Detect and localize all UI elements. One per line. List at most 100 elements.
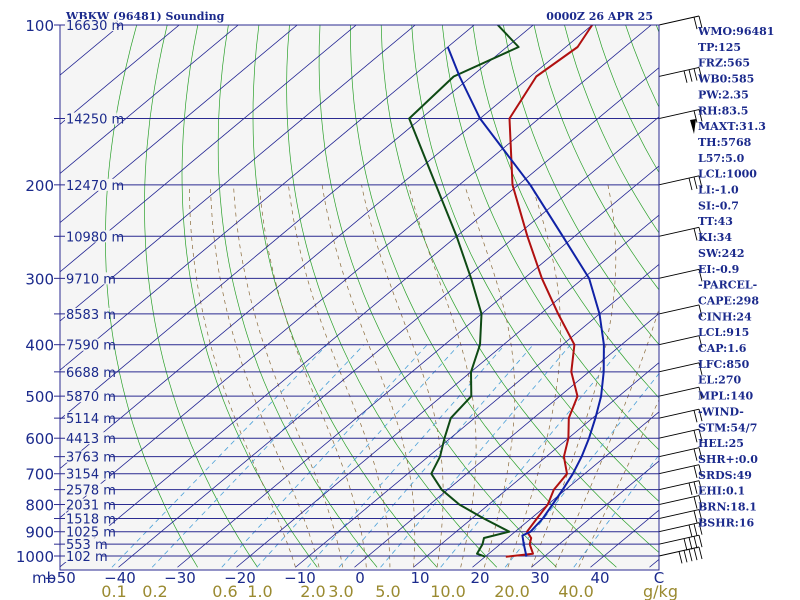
index-item: SW:242 bbox=[698, 247, 745, 260]
temperature-tick-label: 0 bbox=[355, 569, 365, 587]
moist-adiabat bbox=[464, 184, 516, 568]
pressure-tick-label: 300 bbox=[25, 270, 54, 288]
pressure-tick-label: 100 bbox=[25, 17, 54, 35]
wind-barb-feather bbox=[698, 227, 703, 240]
temperature-tick-label: 10 bbox=[410, 569, 429, 587]
mixing-ratio-label: 2.0 bbox=[300, 582, 325, 600]
mixing-ratio-label: 1.0 bbox=[247, 582, 272, 600]
height-label-bg bbox=[65, 365, 110, 378]
dry-adiabat bbox=[411, 25, 659, 502]
wind-barb-feather bbox=[693, 16, 698, 30]
height-label-bg bbox=[65, 390, 110, 403]
pressure-tick-labels: 100 200 300 400 500 600 700 800 900 1000 bbox=[16, 17, 54, 566]
parcel-trace bbox=[446, 46, 605, 557]
index-item: BRN:18.1 bbox=[698, 501, 757, 514]
isotherm bbox=[60, 25, 475, 371]
sounding-traces bbox=[408, 25, 605, 558]
wind-barb-feather bbox=[688, 524, 693, 538]
wind-barb-feather bbox=[698, 269, 703, 282]
pressure-tick-label: 500 bbox=[25, 388, 54, 406]
height-label: 9710 m bbox=[66, 272, 116, 287]
wind-barb-feather bbox=[693, 410, 698, 423]
wind-barb-feather bbox=[698, 387, 703, 400]
dry-adiabat bbox=[778, 25, 800, 567]
wind-barbs bbox=[658, 15, 703, 564]
index-item: CAPE:298 bbox=[698, 294, 759, 307]
isotherm bbox=[236, 214, 659, 568]
pressure-tick-label: 600 bbox=[25, 430, 54, 448]
wind-barb-feather bbox=[693, 523, 698, 536]
isotherm bbox=[354, 312, 659, 568]
height-label-bg bbox=[65, 525, 110, 538]
isotherm bbox=[60, 25, 534, 420]
mixing-ratio-line bbox=[380, 344, 571, 568]
height-label: 102 m bbox=[66, 550, 108, 565]
isotherm bbox=[118, 116, 659, 568]
mixing-ratio-label: 10.0 bbox=[430, 582, 466, 600]
height-label-bg bbox=[65, 19, 117, 31]
wind-barb-feather bbox=[688, 69, 693, 82]
mixing-ratio-label: 20.0 bbox=[494, 582, 530, 600]
wind-barb-feather bbox=[693, 465, 698, 478]
index-item: EHI:0.1 bbox=[698, 485, 745, 498]
index-item: WB0:585 bbox=[697, 73, 754, 86]
height-label-bg bbox=[65, 467, 110, 480]
wind-barb-feather bbox=[698, 175, 703, 188]
moist-adiabat bbox=[554, 307, 659, 568]
wind-barb-feather bbox=[688, 177, 693, 191]
moist-adiabat bbox=[361, 184, 444, 568]
isotherm bbox=[413, 362, 659, 568]
wind-barb-shaft bbox=[658, 464, 700, 475]
height-label: 4413 m bbox=[66, 432, 116, 447]
isotherm bbox=[472, 411, 659, 568]
height-label: 5114 m bbox=[66, 412, 116, 427]
index-item: LFC:850 bbox=[698, 358, 750, 371]
wind-barb-feather bbox=[683, 70, 688, 83]
height-label-bg bbox=[65, 450, 110, 463]
index-item: WMO:96481 bbox=[697, 25, 774, 38]
wind-barb-feather bbox=[693, 110, 698, 123]
wind-barb-shaft bbox=[658, 495, 700, 505]
wind-barb-feather bbox=[698, 409, 703, 422]
height-label: 7590 m bbox=[66, 339, 116, 354]
index-item: -PARCEL- bbox=[698, 279, 757, 292]
mixing-ratio-label: 5.0 bbox=[375, 582, 400, 600]
dry-adiabat bbox=[286, 25, 498, 568]
height-label-bg bbox=[65, 432, 110, 445]
dry-adiabat bbox=[533, 25, 659, 291]
wind-barb-feather bbox=[698, 447, 703, 460]
height-label: 16630 m bbox=[66, 19, 124, 34]
height-label: 8583 m bbox=[66, 308, 116, 323]
index-item: RH:83.5 bbox=[698, 104, 748, 117]
wind-barb-shaft bbox=[658, 447, 700, 458]
wind-barb-feather bbox=[698, 535, 703, 548]
dry-adiabat bbox=[144, 25, 258, 568]
index-item: EI:-0.9 bbox=[698, 263, 739, 276]
height-label: 2578 m bbox=[66, 484, 116, 499]
index-item: SRDS:49 bbox=[698, 469, 752, 482]
title-time: 0000Z 26 APR 25 bbox=[546, 10, 653, 23]
temperature-tick-label: 30 bbox=[530, 569, 549, 587]
wind-barb-feather bbox=[698, 429, 703, 442]
height-label-bg bbox=[65, 338, 110, 351]
temperature-tick-labels: −50 −40 −30 −20 −10 0 10 20 30 40 bbox=[44, 569, 609, 587]
mixing-ratio-label: 40.0 bbox=[558, 582, 594, 600]
height-label: 1025 m bbox=[66, 526, 116, 541]
wind-barb-shaft bbox=[658, 175, 700, 186]
wind-barb-feather bbox=[693, 68, 698, 81]
wind-barb-feather bbox=[683, 550, 688, 563]
mixing-ratio-line bbox=[504, 372, 659, 568]
wind-barb-feather bbox=[693, 430, 698, 443]
wind-barb-feather bbox=[693, 176, 698, 190]
pressure-tick-label: 400 bbox=[25, 337, 54, 355]
temperature-tick-label: −40 bbox=[104, 569, 136, 587]
height-label: 3154 m bbox=[66, 468, 116, 483]
temperature-trace bbox=[505, 25, 594, 558]
wind-barb-feather bbox=[683, 538, 688, 551]
index-item: LI:-1.0 bbox=[698, 184, 739, 197]
index-item: TP:125 bbox=[698, 41, 741, 54]
moist-adiabat bbox=[189, 184, 296, 568]
mixing-ratio-line bbox=[151, 344, 365, 568]
mixing-ratio-label: 0.1 bbox=[101, 582, 126, 600]
index-item: TH:5768 bbox=[698, 136, 752, 149]
